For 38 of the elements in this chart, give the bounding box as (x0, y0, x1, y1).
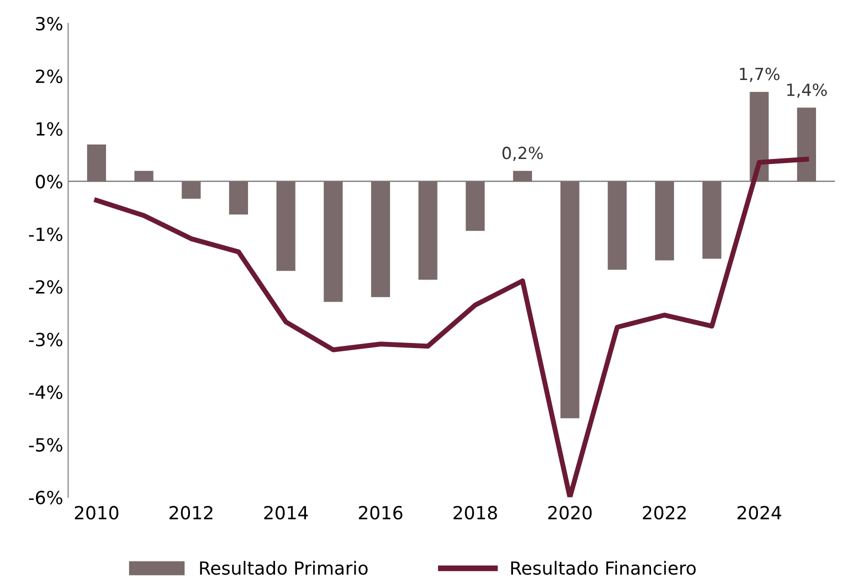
bar (655, 181, 674, 260)
x-tick-label: 2014 (264, 506, 308, 520)
y-tick-label: 3% (36, 16, 62, 31)
y-tick-label: -6% (29, 490, 62, 504)
data-label: 1,7% (740, 68, 780, 82)
y-tick-label: -4% (29, 385, 62, 400)
y-tick-label: -5% (29, 438, 62, 452)
x-tick-label: 2016 (358, 506, 402, 520)
data-label: 0,2% (502, 146, 543, 161)
bar (560, 181, 580, 418)
y-tick-label: -3% (29, 332, 62, 346)
bar (702, 181, 722, 259)
x-tick-label: 2020 (548, 506, 592, 520)
x-tick-label: 2010 (74, 506, 118, 520)
legend-label: Resultado Financiero (511, 560, 696, 575)
bar (87, 144, 106, 182)
x-tick-label: 2012 (170, 506, 212, 520)
data-label: 1,4% (787, 83, 827, 98)
y-tick-label: 2% (36, 70, 62, 84)
x-tick-label: 2022 (642, 506, 686, 520)
legend-label: Resultado Primario (200, 560, 368, 575)
bar (466, 181, 485, 231)
bar (608, 181, 627, 270)
x-tick-label: 2024 (738, 506, 782, 520)
bar (276, 181, 296, 271)
bar (134, 170, 154, 182)
bar (229, 181, 248, 215)
bar (371, 181, 390, 298)
y-tick-label: 0% (36, 174, 62, 188)
y-tick-label: -2% (29, 280, 62, 294)
y-tick-label: 1% (36, 122, 62, 136)
bar (324, 181, 343, 302)
bar (418, 181, 438, 280)
bar (182, 181, 201, 199)
y-tick-label: -1% (29, 227, 62, 242)
bar (513, 170, 532, 182)
bar (797, 108, 816, 182)
x-tick-label: 2018 (454, 506, 497, 520)
